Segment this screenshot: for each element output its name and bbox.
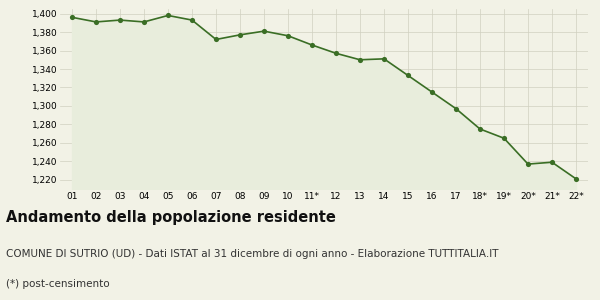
Point [283, 33, 293, 38]
Point [115, 18, 125, 22]
Point [451, 106, 461, 111]
Point [547, 160, 557, 165]
Point [211, 37, 221, 42]
Text: COMUNE DI SUTRIO (UD) - Dati ISTAT al 31 dicembre di ogni anno - Elaborazione TU: COMUNE DI SUTRIO (UD) - Dati ISTAT al 31… [6, 249, 499, 259]
Point [523, 162, 533, 167]
Point [259, 29, 269, 34]
Point [307, 43, 317, 47]
Point [427, 90, 437, 94]
Point [139, 20, 149, 24]
Text: Andamento della popolazione residente: Andamento della popolazione residente [6, 210, 336, 225]
Point [571, 176, 581, 181]
Point [475, 127, 485, 131]
Point [499, 136, 509, 141]
Point [355, 57, 365, 62]
Point [91, 20, 101, 24]
Point [235, 32, 245, 37]
Point [187, 18, 197, 22]
Point [403, 73, 413, 78]
Point [67, 15, 77, 20]
Point [379, 56, 389, 61]
Text: (*) post-censimento: (*) post-censimento [6, 279, 110, 289]
Point [331, 51, 341, 56]
Point [163, 13, 173, 18]
